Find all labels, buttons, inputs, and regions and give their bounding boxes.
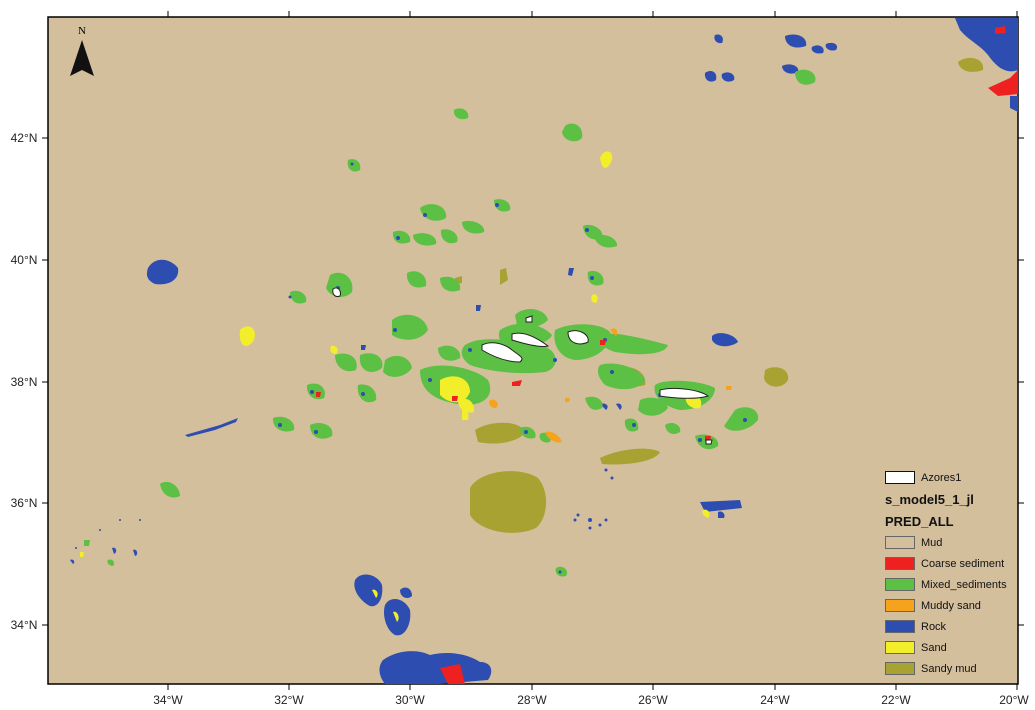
lon-label: 24°W [760,693,790,707]
lat-label: 40°N [11,253,38,267]
map-legend: Azores1 s_model5_1_jl PRED_ALL Mud Coars… [885,467,1025,679]
legend-item-label: Sandy mud [921,662,977,675]
lat-label: 38°N [11,375,38,389]
map-ticks [42,11,1024,690]
legend-item-label: Coarse sediment [921,557,1005,570]
legend-swatch-azores [885,471,915,484]
legend-swatch [885,620,915,633]
legend-model-name: s_model5_1_jl [885,492,974,507]
latitude-labels: 42°N 40°N 38°N 36°N 34°N [11,131,38,632]
lat-label: 34°N [11,618,38,632]
legend-swatch [885,641,915,654]
legend-item-mixed-sediments: Mixed_sediments [885,574,1025,595]
longitude-labels: 34°W 32°W 30°W 28°W 26°W 24°W 22°W 20°W [153,693,1029,707]
lon-label: 20°W [999,693,1029,707]
legend-swatch [885,578,915,591]
legend-swatch [885,557,915,570]
lon-label: 30°W [395,693,425,707]
lon-label: 34°W [153,693,183,707]
legend-swatch [885,536,915,549]
lat-label: 36°N [11,496,38,510]
north-arrow-label: N [78,25,86,37]
legend-item-mud: Mud [885,532,1025,553]
legend-layer-row: Azores1 [885,467,1025,488]
legend-swatch [885,662,915,675]
legend-item-coarse-sediment: Coarse sediment [885,553,1025,574]
legend-item-label: Rock [921,620,947,633]
legend-item-muddy-sand: Muddy sand [885,595,1025,616]
legend-item-label: Sand [921,641,947,654]
island-chains [80,26,1018,684]
legend-layer-name: Azores1 [921,471,962,484]
north-arrow: N [70,25,94,76]
lon-label: 32°W [274,693,304,707]
legend-item-label: Mud [921,536,943,549]
lat-label: 42°N [11,131,38,145]
legend-item-rock: Rock [885,616,1025,637]
scattered-features [75,468,614,549]
legend-item-sandy-mud: Sandy mud [885,658,1025,679]
legend-item-sand: Sand [885,637,1025,658]
north-arrow-icon [70,40,94,76]
legend-field-name: PRED_ALL [885,514,954,529]
lon-label: 28°W [517,693,547,707]
lon-label: 26°W [638,693,668,707]
legend-swatch [885,599,915,612]
legend-item-label: Mixed_sediments [921,578,1007,591]
lon-label: 22°W [881,693,911,707]
legend-item-label: Muddy sand [921,599,981,612]
